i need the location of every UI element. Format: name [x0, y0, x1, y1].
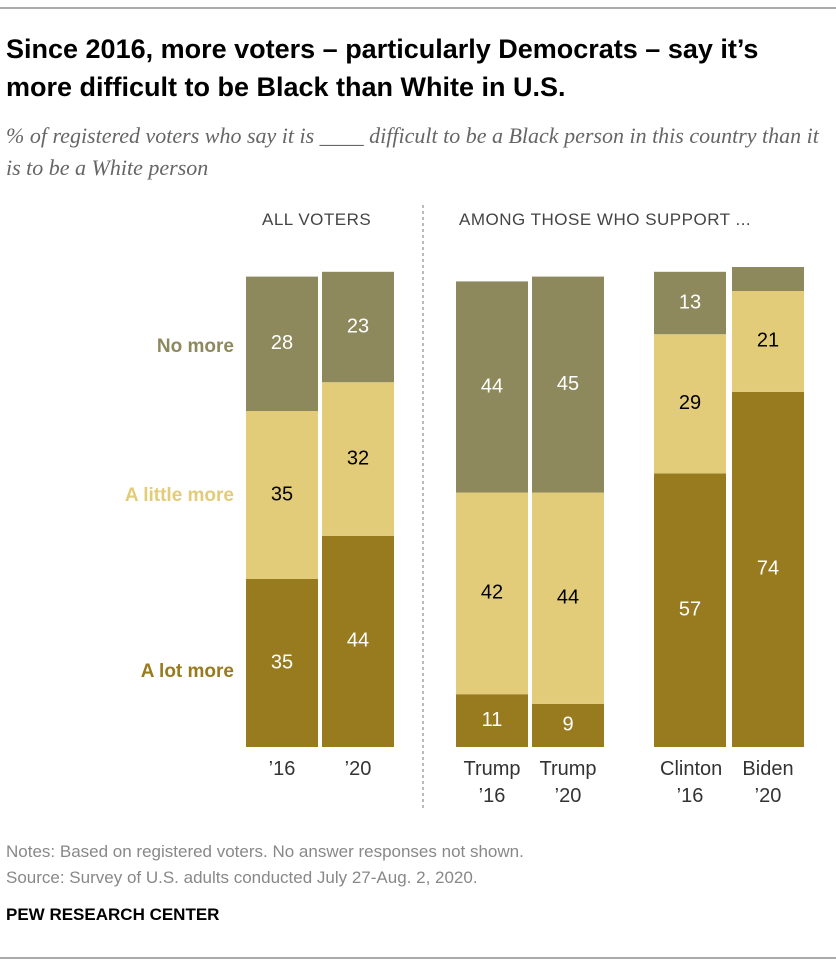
bar-segment [246, 411, 318, 579]
value-label: 57 [679, 598, 701, 620]
bar-segment [246, 276, 318, 411]
value-label: 21 [757, 330, 779, 352]
category-label: Trump ’20 [539, 758, 597, 807]
value-label: 11 [482, 709, 503, 731]
category-label: ’16 [268, 758, 296, 780]
value-label: 74 [757, 558, 779, 580]
legend-label: A lot more [141, 661, 234, 682]
value-label: 23 [347, 315, 369, 337]
bar-segment [322, 535, 394, 747]
bar-segment [654, 334, 726, 474]
value-label: 28 [271, 332, 293, 354]
bar-segment [532, 276, 604, 493]
group-label: AMONG THOSE WHO SUPPORT ... [459, 210, 752, 229]
source: Source: Survey of U.S. adults conducted … [6, 868, 478, 887]
category-label: Clinton ’16 [660, 758, 723, 807]
bar-segment [456, 492, 528, 695]
value-label: 9 [562, 714, 573, 736]
value-label: 42 [481, 582, 503, 604]
subtitle: % of registered voters who say it is ___… [6, 123, 819, 180]
value-label: 13 [679, 291, 701, 313]
bar-segment [532, 703, 604, 747]
bar-segment [322, 271, 394, 383]
brand: PEW RESEARCH CENTER [6, 905, 220, 924]
category-label: Biden ’20 [742, 758, 794, 807]
legend-label: No more [157, 336, 234, 357]
bar-segment [654, 473, 726, 747]
value-label: 44 [557, 586, 579, 608]
category-label: Trump ’16 [463, 758, 521, 807]
bar-segment [654, 271, 726, 335]
value-label: 44 [347, 630, 369, 652]
legend-label: A little more [125, 485, 234, 506]
value-label: 35 [271, 651, 293, 673]
notes: Notes: Based on registered voters. No an… [6, 842, 524, 861]
bar-segment [246, 579, 318, 747]
bar-segment [732, 291, 804, 392]
bar-segment [456, 281, 528, 493]
group-label: ALL VOTERS [262, 210, 372, 229]
value-label: 32 [347, 447, 369, 469]
bar-segment [532, 492, 604, 704]
title: Since 2016, more voters – particularly D… [6, 34, 759, 102]
bar-segment [732, 267, 804, 291]
bar-segment [322, 382, 394, 536]
value-label: 44 [481, 375, 503, 397]
value-label: 29 [679, 392, 701, 414]
bar-segment [456, 694, 528, 747]
category-label: ’20 [344, 758, 372, 780]
value-label: 35 [271, 483, 293, 505]
bar-segment [732, 391, 804, 747]
value-label: 45 [557, 373, 579, 395]
